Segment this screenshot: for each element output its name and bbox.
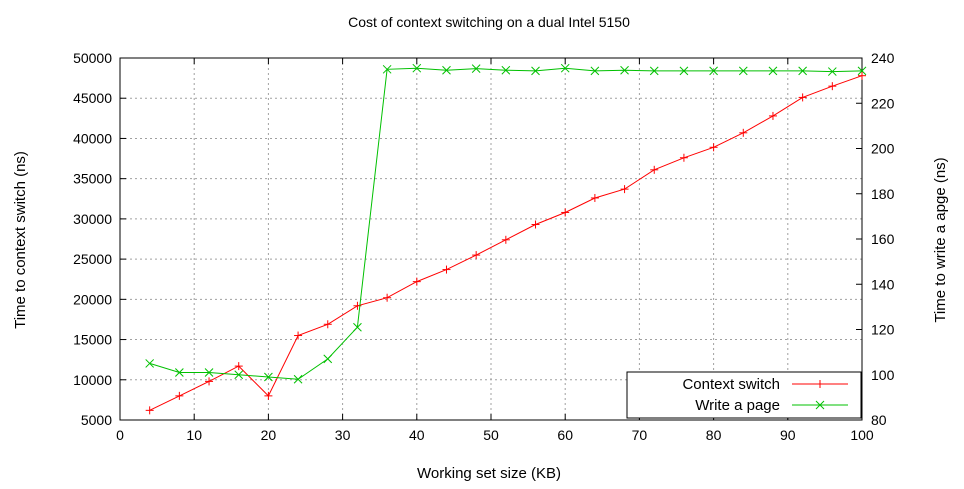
y2-tick-label: 160 [871,231,895,247]
x-tick-label: 90 [780,427,796,443]
y-tick-label: 10000 [73,372,112,388]
legend-box [626,371,862,419]
data-point-write-a-page [204,368,214,377]
data-point-write-a-page [768,66,778,76]
data-point-context-switch [294,331,303,340]
data-point-context-switch [858,71,866,80]
data-point-context-switch [412,277,421,286]
legend-samples [792,380,848,410]
legend-marker-write-a-page [815,400,825,410]
x-tick-label: 60 [557,427,573,443]
y-tick-label: 50000 [73,50,112,66]
y-tick-label: 40000 [73,130,112,146]
y2-tick-label: 100 [871,367,895,383]
data-point-write-a-page [679,66,689,76]
data-point-write-a-page [738,66,748,76]
data-point-context-switch [323,320,332,329]
y2-tick-label: 200 [871,141,895,157]
legend-label-context-switch: Context switch [682,376,780,393]
x-tick-label: 40 [409,427,425,443]
series-layer [145,63,867,415]
y-axis-left: 5000 10000 15000 20000 25000 30000 35000 40000 4… [73,50,126,428]
data-point-write-a-page [501,65,511,75]
data-point-write-a-page [442,65,451,75]
x-tick-label: 10 [186,427,202,443]
data-point-write-a-page [353,322,362,332]
series-line-write-a-page [149,67,863,380]
x-tick-label: 20 [261,427,277,443]
data-point-context-switch [145,406,154,415]
data-point-write-a-page [531,66,540,76]
y2-axis-label: Time to write a apge (ns) [932,157,949,322]
x-axis-label: Working set size (KB) [417,465,561,482]
y-tick-label: 15000 [73,332,112,348]
data-point-context-switch [679,153,688,162]
data-point-write-a-page [560,63,570,73]
data-point-context-switch [264,391,273,400]
data-point-context-switch [709,143,718,152]
x-tick-label: 30 [335,427,351,443]
y-tick-label: 25000 [73,251,112,267]
x-tick-label: 70 [632,427,648,443]
y-tick-label: 30000 [73,211,112,227]
data-point-write-a-page [234,370,244,380]
data-point-write-a-page [471,64,481,73]
legend-label-write-a-page: Write a page [695,397,780,414]
data-point-context-switch [650,165,659,174]
data-point-write-a-page [412,63,422,73]
chart-title: Cost of context switching on a dual Inte… [348,14,630,30]
data-point-context-switch [739,128,748,137]
y2-tick-label: 240 [871,50,895,66]
data-point-context-switch [620,185,629,194]
x-axis: 0 10 20 30 40 50 60 70 80 90 100 [116,58,874,443]
data-point-context-switch [205,377,214,386]
y-tick-label: 20000 [73,291,112,307]
x-tick-label: 0 [116,427,124,443]
grid [120,58,862,420]
data-point-write-a-page [590,66,600,76]
data-point-write-a-page [175,368,184,377]
data-point-context-switch [501,235,510,244]
y-axis-label: Time to context switch (ns) [12,151,29,329]
y2-tick-label: 220 [871,95,895,111]
y-tick-label: 35000 [73,171,112,187]
data-point-context-switch [442,265,451,274]
data-point-context-switch [561,208,570,217]
y2-tick-label: 120 [871,322,895,338]
data-point-context-switch [590,193,599,202]
y-axis-right: 80 100 120 140 160 180 200 220 240 [856,50,895,428]
x-tick-label: 80 [706,427,722,443]
data-point-context-switch [175,391,184,400]
data-point-write-a-page [649,66,659,76]
data-point-write-a-page [709,66,718,76]
data-point-write-a-page [857,66,867,76]
data-point-write-a-page [145,359,155,368]
y2-tick-label: 140 [871,276,895,292]
data-point-context-switch [828,82,837,91]
data-point-context-switch [234,362,243,371]
data-point-context-switch [798,93,807,102]
data-point-context-switch [472,251,481,260]
data-point-write-a-page [620,65,629,75]
data-point-context-switch [531,220,540,229]
legend-marker-context-switch [816,380,824,388]
data-point-write-a-page [323,354,333,364]
x-tick-label: 50 [483,427,499,443]
data-point-write-a-page [264,372,273,382]
y2-tick-label: 80 [871,412,887,428]
y2-tick-label: 180 [871,186,895,202]
legend: Context switch Write a page [626,371,862,419]
data-point-context-switch [383,293,392,302]
data-point-write-a-page [293,374,303,384]
y-tick-label: 5000 [81,412,112,428]
data-point-write-a-page [827,67,837,76]
data-point-write-a-page [382,64,392,74]
data-point-write-a-page [798,66,807,76]
y-tick-label: 45000 [73,90,112,106]
x-tick-label: 100 [850,427,874,443]
data-point-context-switch [768,111,777,120]
